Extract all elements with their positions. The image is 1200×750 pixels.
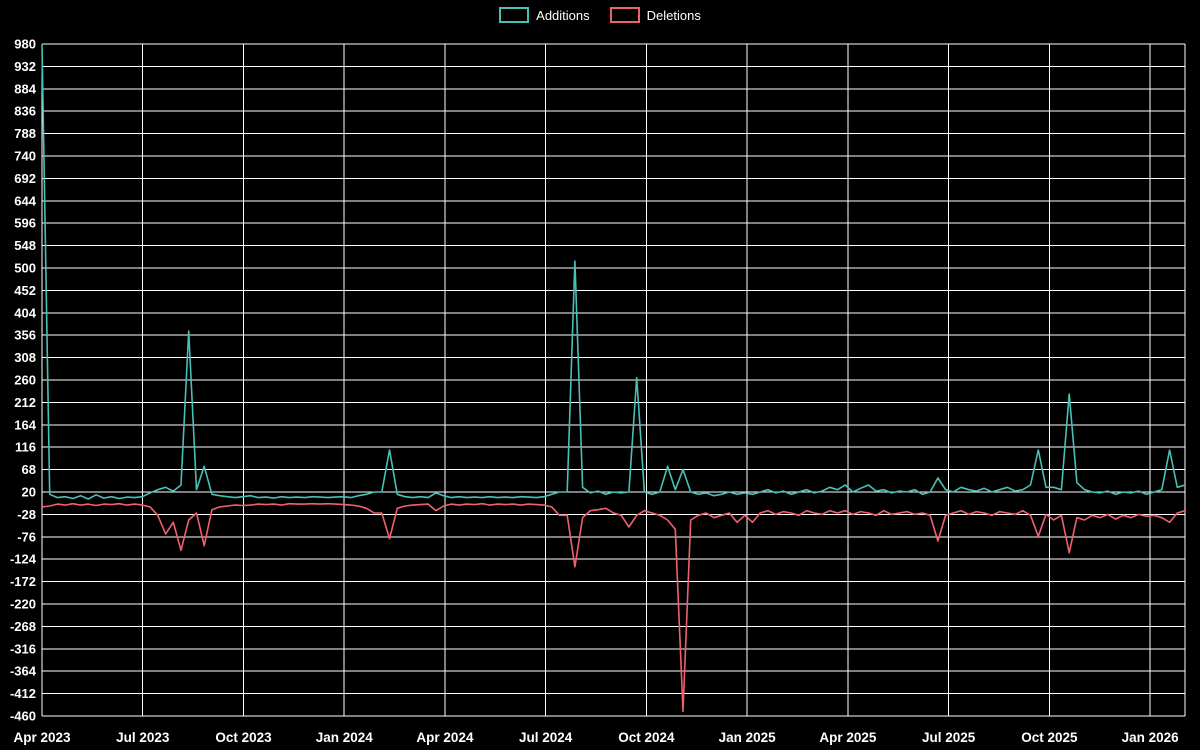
svg-text:Jul 2025: Jul 2025 bbox=[922, 730, 976, 745]
svg-text:404: 404 bbox=[14, 305, 36, 320]
svg-text:Oct 2025: Oct 2025 bbox=[1021, 730, 1078, 745]
svg-text:836: 836 bbox=[14, 104, 36, 119]
svg-text:596: 596 bbox=[14, 216, 36, 231]
svg-text:-316: -316 bbox=[10, 641, 36, 656]
svg-text:-172: -172 bbox=[10, 574, 36, 589]
svg-text:Jul 2023: Jul 2023 bbox=[116, 730, 170, 745]
svg-text:692: 692 bbox=[14, 171, 36, 186]
svg-text:500: 500 bbox=[14, 261, 36, 276]
svg-text:788: 788 bbox=[14, 126, 36, 141]
deletions-swatch-icon bbox=[609, 7, 640, 23]
svg-text:356: 356 bbox=[14, 328, 36, 343]
svg-text:Jan 2026: Jan 2026 bbox=[1122, 730, 1180, 745]
svg-text:260: 260 bbox=[14, 373, 36, 388]
svg-text:-460: -460 bbox=[10, 709, 36, 724]
svg-text:-364: -364 bbox=[10, 664, 37, 679]
svg-text:68: 68 bbox=[22, 462, 36, 477]
svg-text:164: 164 bbox=[14, 417, 36, 432]
svg-text:212: 212 bbox=[14, 395, 36, 410]
svg-text:-28: -28 bbox=[17, 507, 36, 522]
svg-text:-76: -76 bbox=[17, 529, 36, 544]
svg-text:452: 452 bbox=[14, 283, 36, 298]
svg-text:Oct 2023: Oct 2023 bbox=[215, 730, 272, 745]
svg-text:Apr 2025: Apr 2025 bbox=[819, 730, 877, 745]
svg-text:548: 548 bbox=[14, 238, 36, 253]
svg-text:Apr 2024: Apr 2024 bbox=[416, 730, 474, 745]
legend-item-deletions[interactable]: Deletions bbox=[609, 7, 701, 23]
svg-text:980: 980 bbox=[14, 37, 36, 52]
legend-label-additions: Additions bbox=[536, 7, 590, 23]
svg-text:-268: -268 bbox=[10, 619, 36, 634]
legend-label-deletions: Deletions bbox=[646, 7, 701, 23]
svg-text:740: 740 bbox=[14, 149, 36, 164]
svg-text:884: 884 bbox=[14, 81, 36, 96]
svg-text:Apr 2023: Apr 2023 bbox=[13, 730, 71, 745]
svg-text:116: 116 bbox=[15, 440, 36, 455]
additions-swatch-icon bbox=[499, 7, 530, 23]
svg-text:Jan 2024: Jan 2024 bbox=[316, 730, 374, 745]
svg-text:Jul 2024: Jul 2024 bbox=[519, 730, 573, 745]
svg-text:20: 20 bbox=[22, 485, 36, 500]
svg-text:308: 308 bbox=[14, 350, 36, 365]
svg-text:932: 932 bbox=[14, 59, 36, 74]
svg-text:Oct 2024: Oct 2024 bbox=[618, 730, 675, 745]
svg-text:-124: -124 bbox=[10, 552, 37, 567]
chart-legend: Additions Deletions bbox=[0, 7, 1200, 23]
legend-item-additions[interactable]: Additions bbox=[499, 7, 590, 23]
svg-text:644: 644 bbox=[14, 193, 36, 208]
svg-text:-412: -412 bbox=[10, 686, 36, 701]
svg-text:Jan 2025: Jan 2025 bbox=[719, 730, 777, 745]
svg-text:-220: -220 bbox=[10, 597, 36, 612]
